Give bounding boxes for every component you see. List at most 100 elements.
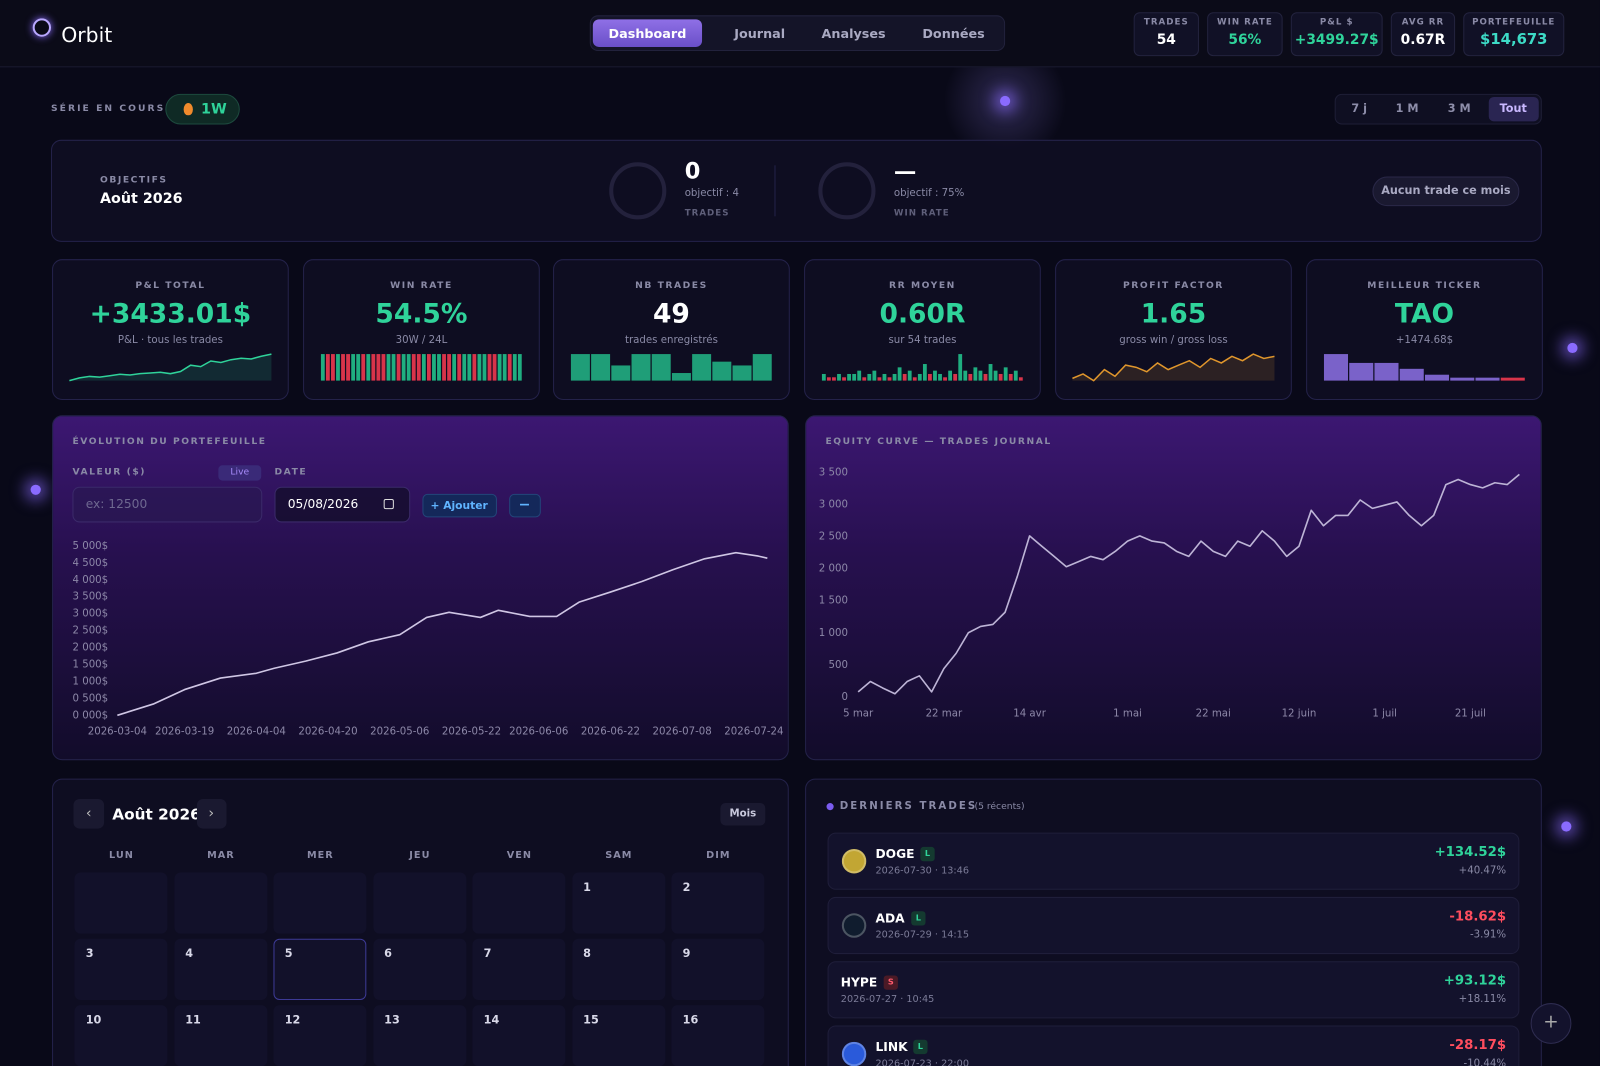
- range-active: [1488, 96, 1539, 122]
- live-badge: [218, 465, 262, 481]
- remove-button[interactable]: [509, 493, 541, 518]
- day-cell[interactable]: [74, 1005, 168, 1066]
- day-cell[interactable]: [372, 872, 466, 934]
- day-number: 15: [583, 1013, 599, 1027]
- range[interactable]: Tout: [1499, 102, 1527, 116]
- side-badge: [911, 911, 926, 926]
- placeholder: ex: 12500: [85, 496, 148, 512]
- badge-text: Aucun trade ce mois: [1381, 183, 1511, 197]
- day-cell[interactable]: [472, 872, 566, 934]
- card: [805, 415, 1542, 761]
- day-number: 11: [185, 1013, 201, 1027]
- trade-time: 2026-07-23 · 22:00: [875, 1058, 970, 1066]
- day-cell[interactable]: [472, 938, 566, 1000]
- nav-item[interactable]: Données: [922, 25, 985, 41]
- kpi-sub: P&L · tous les trades: [117, 334, 223, 346]
- stat-label: PORTEFEUILLE: [1472, 17, 1556, 28]
- trade-pct: +18.11%: [1458, 993, 1507, 1006]
- trade-row[interactable]: [827, 1025, 1520, 1066]
- stat-label: WIN RATE: [1216, 17, 1273, 28]
- day-cell[interactable]: [273, 872, 367, 934]
- view-button[interactable]: [720, 803, 766, 826]
- fab-text: +: [1543, 1011, 1559, 1033]
- day-number: 5: [284, 946, 293, 961]
- nav-active: [592, 19, 703, 47]
- glow: [1561, 821, 1572, 832]
- stat-value: $14,673: [1480, 31, 1548, 48]
- trade-row[interactable]: [827, 832, 1520, 890]
- trade-time: 2026-07-29 · 14:15: [875, 929, 970, 941]
- day-cell[interactable]: [173, 872, 267, 934]
- trade-pnl: +134.52$: [1434, 844, 1507, 861]
- glow: [999, 95, 1011, 107]
- range[interactable]: 7 j: [1351, 102, 1367, 116]
- day-cell[interactable]: [372, 938, 466, 1000]
- day-cell[interactable]: [173, 1005, 267, 1066]
- date-input[interactable]: [274, 486, 411, 523]
- add-button[interactable]: [422, 493, 497, 518]
- day-cell[interactable]: [472, 1005, 566, 1066]
- day-number: 1: [583, 880, 591, 894]
- prev-button[interactable]: [73, 798, 105, 829]
- glow: [30, 484, 41, 495]
- nav-item[interactable]: Journal: [734, 25, 786, 41]
- kpi-value: 49: [652, 298, 690, 330]
- kpi-label: WIN RATE: [390, 280, 453, 291]
- day-number: 3: [85, 946, 94, 961]
- day-number: 4: [185, 946, 194, 961]
- kpi-value: 54.5%: [375, 298, 468, 330]
- goal-target: objectif : 75%: [893, 187, 965, 199]
- stat-value: 0.67R: [1400, 31, 1446, 48]
- day-cell[interactable]: [571, 938, 665, 1000]
- nav-item[interactable]: Dashboard: [608, 25, 687, 41]
- kpi-sub: 30W / 24L: [395, 334, 448, 346]
- range[interactable]: 3 M: [1447, 102, 1471, 116]
- day-cell[interactable]: [273, 938, 367, 1000]
- weekday: MAR: [207, 849, 235, 862]
- kpi-value: 0.60R: [879, 298, 966, 330]
- day-cell[interactable]: [74, 938, 168, 1000]
- trades-count: (5 récents): [974, 802, 1025, 813]
- weekday: SAM: [605, 849, 633, 862]
- ticker-icon: [841, 1041, 867, 1066]
- side-badge: [920, 846, 935, 862]
- field-label: VALEUR ($): [72, 467, 146, 478]
- day-cell[interactable]: [571, 1005, 665, 1066]
- day-number: 8: [583, 946, 591, 961]
- day-cell[interactable]: [671, 1005, 765, 1066]
- day-cell[interactable]: [173, 938, 267, 1000]
- side-badge: [913, 1039, 928, 1055]
- kpi-sub: trades enregistrés: [624, 334, 718, 346]
- field-label: DATE: [274, 467, 308, 478]
- day-cell[interactable]: [74, 872, 168, 934]
- weekday: DIM: [706, 849, 731, 862]
- fab[interactable]: [1530, 1003, 1572, 1044]
- day-cell[interactable]: [571, 872, 665, 934]
- ring: [818, 162, 876, 220]
- input[interactable]: [72, 486, 263, 523]
- remove-text: −: [518, 496, 531, 514]
- trade-row[interactable]: [827, 961, 1520, 1019]
- next-button[interactable]: [196, 798, 227, 829]
- kpi-label: NB TRADES: [635, 280, 708, 291]
- stat-box: [1290, 12, 1383, 57]
- day-cell[interactable]: [671, 938, 765, 1000]
- streak-label: SÉRIE EN COURS: [51, 104, 166, 115]
- day-cell[interactable]: [372, 1005, 466, 1066]
- kpi-sub: gross win / gross loss: [1119, 334, 1228, 346]
- side: L: [917, 1041, 923, 1052]
- day-cell[interactable]: [273, 1005, 367, 1066]
- trade-pct: -3.91%: [1469, 929, 1507, 941]
- trade-pnl: -28.17$: [1449, 1037, 1507, 1054]
- stat-value: 56%: [1228, 31, 1262, 48]
- day-number: 6: [384, 946, 392, 961]
- obj-label: OBJECTIFS: [99, 175, 168, 186]
- range[interactable]: 1 M: [1395, 102, 1419, 116]
- stat-label: P&L $: [1319, 17, 1354, 28]
- trade-row[interactable]: [827, 896, 1520, 955]
- weekday: VEN: [506, 849, 533, 862]
- logo: [32, 18, 52, 37]
- day-cell[interactable]: [671, 872, 765, 934]
- nav-item[interactable]: Analyses: [821, 25, 886, 41]
- side: L: [915, 913, 921, 923]
